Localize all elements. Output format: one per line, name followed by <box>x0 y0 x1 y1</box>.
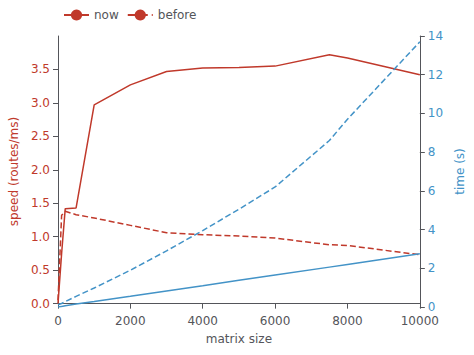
svg-text:matrix size: matrix size <box>206 332 272 346</box>
svg-text:6000: 6000 <box>260 314 291 328</box>
svg-text:0.5: 0.5 <box>31 263 50 277</box>
svg-text:10000: 10000 <box>401 314 439 328</box>
svg-text:14: 14 <box>428 29 443 43</box>
svg-text:12: 12 <box>428 68 443 82</box>
svg-text:3.5: 3.5 <box>31 62 50 76</box>
svg-text:3.0: 3.0 <box>31 96 50 110</box>
svg-text:2.0: 2.0 <box>31 163 50 177</box>
svg-text:2: 2 <box>428 261 436 275</box>
svg-text:4000: 4000 <box>187 314 218 328</box>
svg-text:6: 6 <box>428 184 436 198</box>
svg-text:now: now <box>94 8 119 22</box>
svg-text:1.0: 1.0 <box>31 230 50 244</box>
svg-text:0: 0 <box>54 314 62 328</box>
svg-text:time (s): time (s) <box>453 148 467 195</box>
svg-text:10: 10 <box>428 106 443 120</box>
svg-text:2000: 2000 <box>115 314 146 328</box>
svg-text:8: 8 <box>428 145 436 159</box>
svg-text:4: 4 <box>428 223 436 237</box>
svg-text:speed (routes/ms): speed (routes/ms) <box>7 117 21 226</box>
svg-text:2.5: 2.5 <box>31 129 50 143</box>
svg-text:0.0: 0.0 <box>31 297 50 311</box>
svg-text:1.5: 1.5 <box>31 196 50 210</box>
svg-text:8000: 8000 <box>332 314 363 328</box>
svg-text:0: 0 <box>428 300 436 314</box>
svg-text:before: before <box>158 8 197 22</box>
